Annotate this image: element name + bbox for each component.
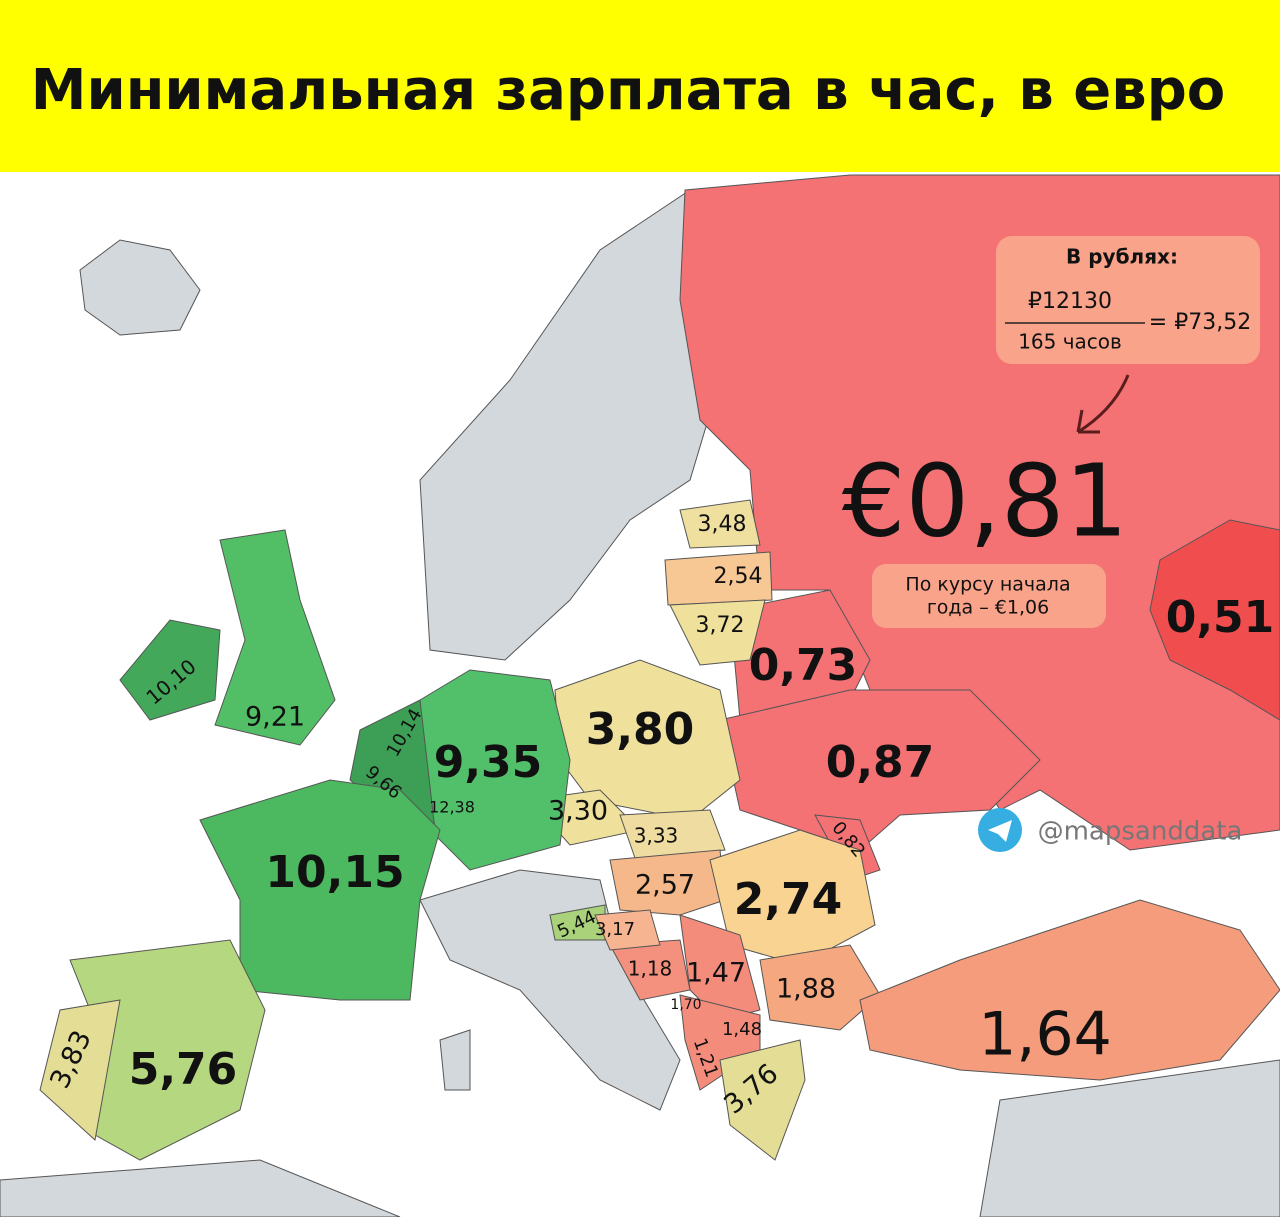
turkey-shape xyxy=(859,899,1280,1081)
uk-shape xyxy=(214,529,336,746)
russia-note-line: года – €1,06 xyxy=(927,597,1049,619)
country-label: 2,54 xyxy=(714,564,763,589)
slovakia-shape xyxy=(619,809,726,859)
rub-note-box xyxy=(996,236,1260,364)
estonia-shape xyxy=(679,499,761,549)
watermark: @mapsanddata xyxy=(1038,817,1243,847)
country-label: 9,35 xyxy=(434,737,543,788)
country-label: 1,88 xyxy=(776,974,836,1005)
labels: 0,51 0,73 0,87 0,82 3,48 2,54 3,72 3,80 … xyxy=(44,512,1274,1120)
title: Минимальная зарплата в час, в евро xyxy=(31,58,1226,123)
croatia-shape xyxy=(594,909,661,951)
bulgaria-shape xyxy=(759,944,881,1031)
telegram-plane xyxy=(988,820,1012,842)
country-label: 3,17 xyxy=(595,919,635,940)
country-label: 1,64 xyxy=(978,1000,1112,1070)
other-land xyxy=(0,189,1280,1218)
russia-value: €0,81 xyxy=(842,442,1128,559)
kazakhstan-shape xyxy=(1149,519,1280,721)
rub-note-title: В рублях: xyxy=(1066,245,1178,269)
lithuania-shape xyxy=(669,599,766,666)
country-label: 3,80 xyxy=(586,704,695,755)
rub-result: = ₽73,52 xyxy=(1149,310,1251,335)
country-label: 3,72 xyxy=(696,613,745,638)
country-label: 1,47 xyxy=(686,958,746,989)
france-shape xyxy=(199,779,441,1001)
belarus-shape xyxy=(729,589,871,721)
russia-note-box xyxy=(872,564,1106,628)
ireland-shape xyxy=(119,619,221,721)
country-label: 10,15 xyxy=(265,847,404,898)
arrow xyxy=(1076,374,1130,434)
country-label: 9,21 xyxy=(245,702,305,733)
country-label: 0,73 xyxy=(749,640,858,691)
slovenia-shape xyxy=(549,904,606,941)
country-label: 2,74 xyxy=(734,874,843,925)
rub-numerator: ₽12130 xyxy=(1028,289,1112,314)
country-label: 0,51 xyxy=(1166,592,1275,643)
country-label: 1,48 xyxy=(722,1019,762,1040)
country-label: 0,87 xyxy=(826,737,935,788)
header-bar xyxy=(0,0,1280,172)
country-label: 3,33 xyxy=(634,824,679,848)
country-label: 1,70 xyxy=(670,997,701,1013)
rub-denominator: 165 часов xyxy=(1018,330,1122,354)
hungary-shape xyxy=(609,849,726,916)
ukraine-shape xyxy=(719,689,1041,851)
country-label: 3,30 xyxy=(548,796,608,827)
country-label: 5,76 xyxy=(129,1044,238,1095)
country-label: 3,48 xyxy=(698,512,747,537)
portugal-shape xyxy=(39,999,121,1141)
country-label: 2,57 xyxy=(635,870,695,901)
country-label: 12,38 xyxy=(429,798,475,817)
latvia-shape xyxy=(664,551,773,606)
russia-note-line: По курсу начала xyxy=(905,574,1070,596)
country-label: 1,18 xyxy=(628,957,673,981)
greece-shape xyxy=(719,1039,806,1161)
